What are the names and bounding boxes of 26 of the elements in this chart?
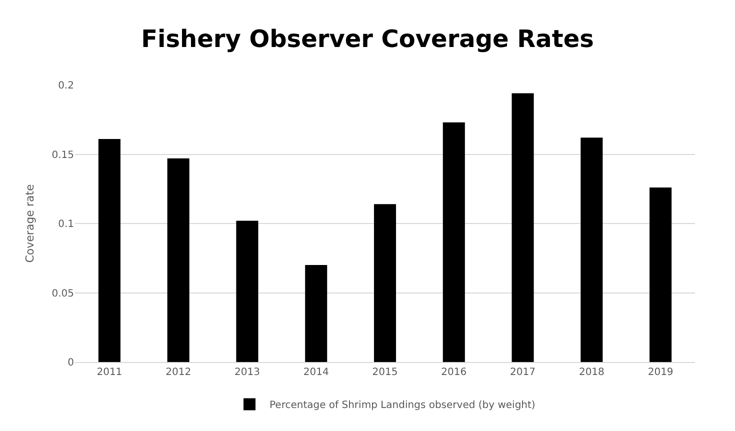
y-tick-label: 0.05 — [52, 288, 74, 300]
x-tick-label: 2011 — [96, 367, 122, 378]
y-tick-label: 0.2 — [58, 80, 74, 92]
bar — [236, 220, 258, 362]
bar — [512, 93, 534, 362]
bar — [167, 158, 190, 362]
x-tick-label: 2014 — [303, 367, 329, 378]
y-tick-label: 0 — [68, 358, 74, 368]
x-tick-label: 2013 — [234, 367, 260, 378]
chart-title: Fishery Observer Coverage Rates — [141, 24, 594, 53]
bar — [98, 139, 120, 362]
y-axis-title: Coverage rate — [23, 184, 36, 263]
bar — [442, 122, 465, 362]
x-tick-label: 2018 — [578, 367, 604, 378]
x-tick-label: 2017 — [510, 367, 536, 378]
bar — [305, 265, 328, 362]
x-tick-label: 2015 — [372, 367, 398, 378]
x-tick-label: 2012 — [166, 367, 192, 378]
bar — [580, 138, 603, 362]
bar — [650, 187, 672, 362]
x-tick-label: 2016 — [441, 367, 467, 378]
legend-label: Percentage of Shrimp Landings observed (by weight) — [270, 400, 536, 412]
x-tick-label: 2019 — [648, 367, 674, 378]
y-tick-label: 0.1 — [58, 219, 74, 230]
y-tick-label: 0.15 — [52, 150, 74, 161]
bar — [374, 204, 396, 362]
